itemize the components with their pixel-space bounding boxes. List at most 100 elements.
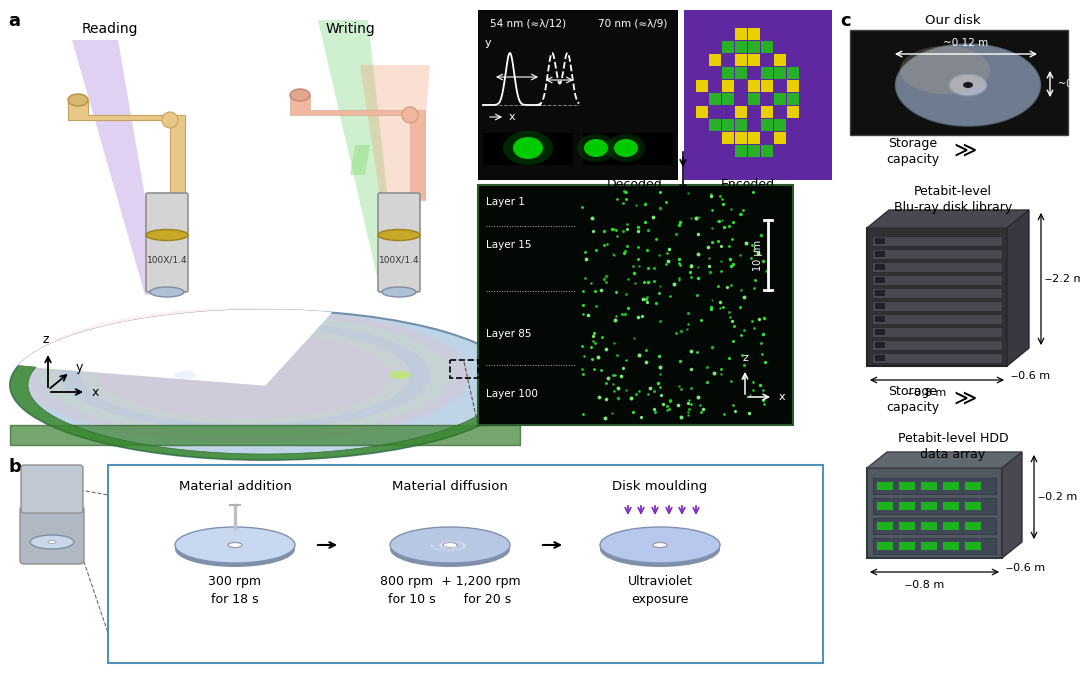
Point [683,259,700,270]
Point [712,190,729,201]
Point [753,230,770,240]
Point [745,283,762,294]
Bar [875,238,885,244]
Point [723,234,740,244]
Bar [748,41,760,53]
Point [683,346,700,357]
Point [597,344,615,354]
Bar [708,119,721,131]
Bar [899,482,915,490]
Text: Decoded: Decoded [607,178,663,192]
Text: ‒0.6 m: ‒0.6 m [1005,563,1045,573]
Ellipse shape [21,308,470,442]
Point [580,309,597,320]
Point [703,294,720,305]
Point [755,385,772,396]
Point [577,273,594,284]
Bar [943,522,959,530]
Point [741,408,758,418]
Point [605,379,622,389]
Point [610,383,627,394]
Point [639,263,657,274]
Bar [723,80,734,92]
Point [651,315,669,326]
Text: ‒0.8 m: ‒0.8 m [907,388,947,398]
Bar [875,329,885,335]
Point [721,311,739,322]
Point [627,199,645,210]
Point [711,303,728,314]
Ellipse shape [390,527,510,563]
Bar [735,119,747,131]
Bar [774,54,786,66]
Bar [877,522,893,530]
FancyBboxPatch shape [146,193,188,292]
Text: b: b [8,458,21,476]
Bar [872,301,1002,311]
Point [699,377,716,387]
Point [710,236,727,246]
Point [638,245,656,256]
Point [650,250,667,261]
Polygon shape [68,100,185,200]
Point [713,240,730,251]
Point [638,296,656,307]
Point [703,205,720,215]
Point [578,253,595,264]
Point [721,204,739,215]
Ellipse shape [175,531,295,567]
Bar [877,542,893,550]
Point [603,408,620,418]
Point [612,370,630,381]
Point [744,186,761,197]
Point [606,315,623,325]
Ellipse shape [174,371,195,379]
Point [619,241,636,252]
Bar [723,119,734,131]
Point [757,266,774,277]
Point [715,408,732,419]
Point [639,277,657,288]
Point [750,248,767,259]
Polygon shape [867,210,1029,228]
Bar [873,498,996,514]
Point [631,349,648,360]
Point [689,262,706,273]
Bar [723,93,734,105]
Bar [748,132,760,144]
Text: z: z [742,353,748,363]
Point [650,351,667,362]
Text: Petabit-level HDD
data array: Petabit-level HDD data array [897,432,1009,461]
Point [720,221,738,232]
Point [745,245,762,256]
Bar [761,67,773,79]
Point [725,400,742,410]
Point [734,373,752,383]
Bar [872,353,1002,363]
Text: Our disk: Our disk [926,14,981,27]
Point [667,228,685,239]
Bar [708,93,721,105]
Bar [108,465,823,663]
Point [629,225,646,236]
Point [672,260,689,271]
Text: ‒0.6 m: ‒0.6 m [1011,371,1050,381]
Point [679,398,697,408]
Point [606,250,623,261]
Point [585,364,603,375]
Point [752,379,769,390]
Point [702,190,719,201]
Ellipse shape [146,230,188,240]
Point [630,385,647,396]
Ellipse shape [60,320,430,430]
Point [619,302,636,313]
Point [659,255,676,266]
Point [679,319,697,329]
Point [645,404,662,414]
Point [670,257,687,268]
Text: Layer 100: Layer 100 [486,389,538,399]
Bar [966,542,981,550]
Point [681,212,699,223]
Point [626,278,644,289]
Ellipse shape [895,44,1040,126]
